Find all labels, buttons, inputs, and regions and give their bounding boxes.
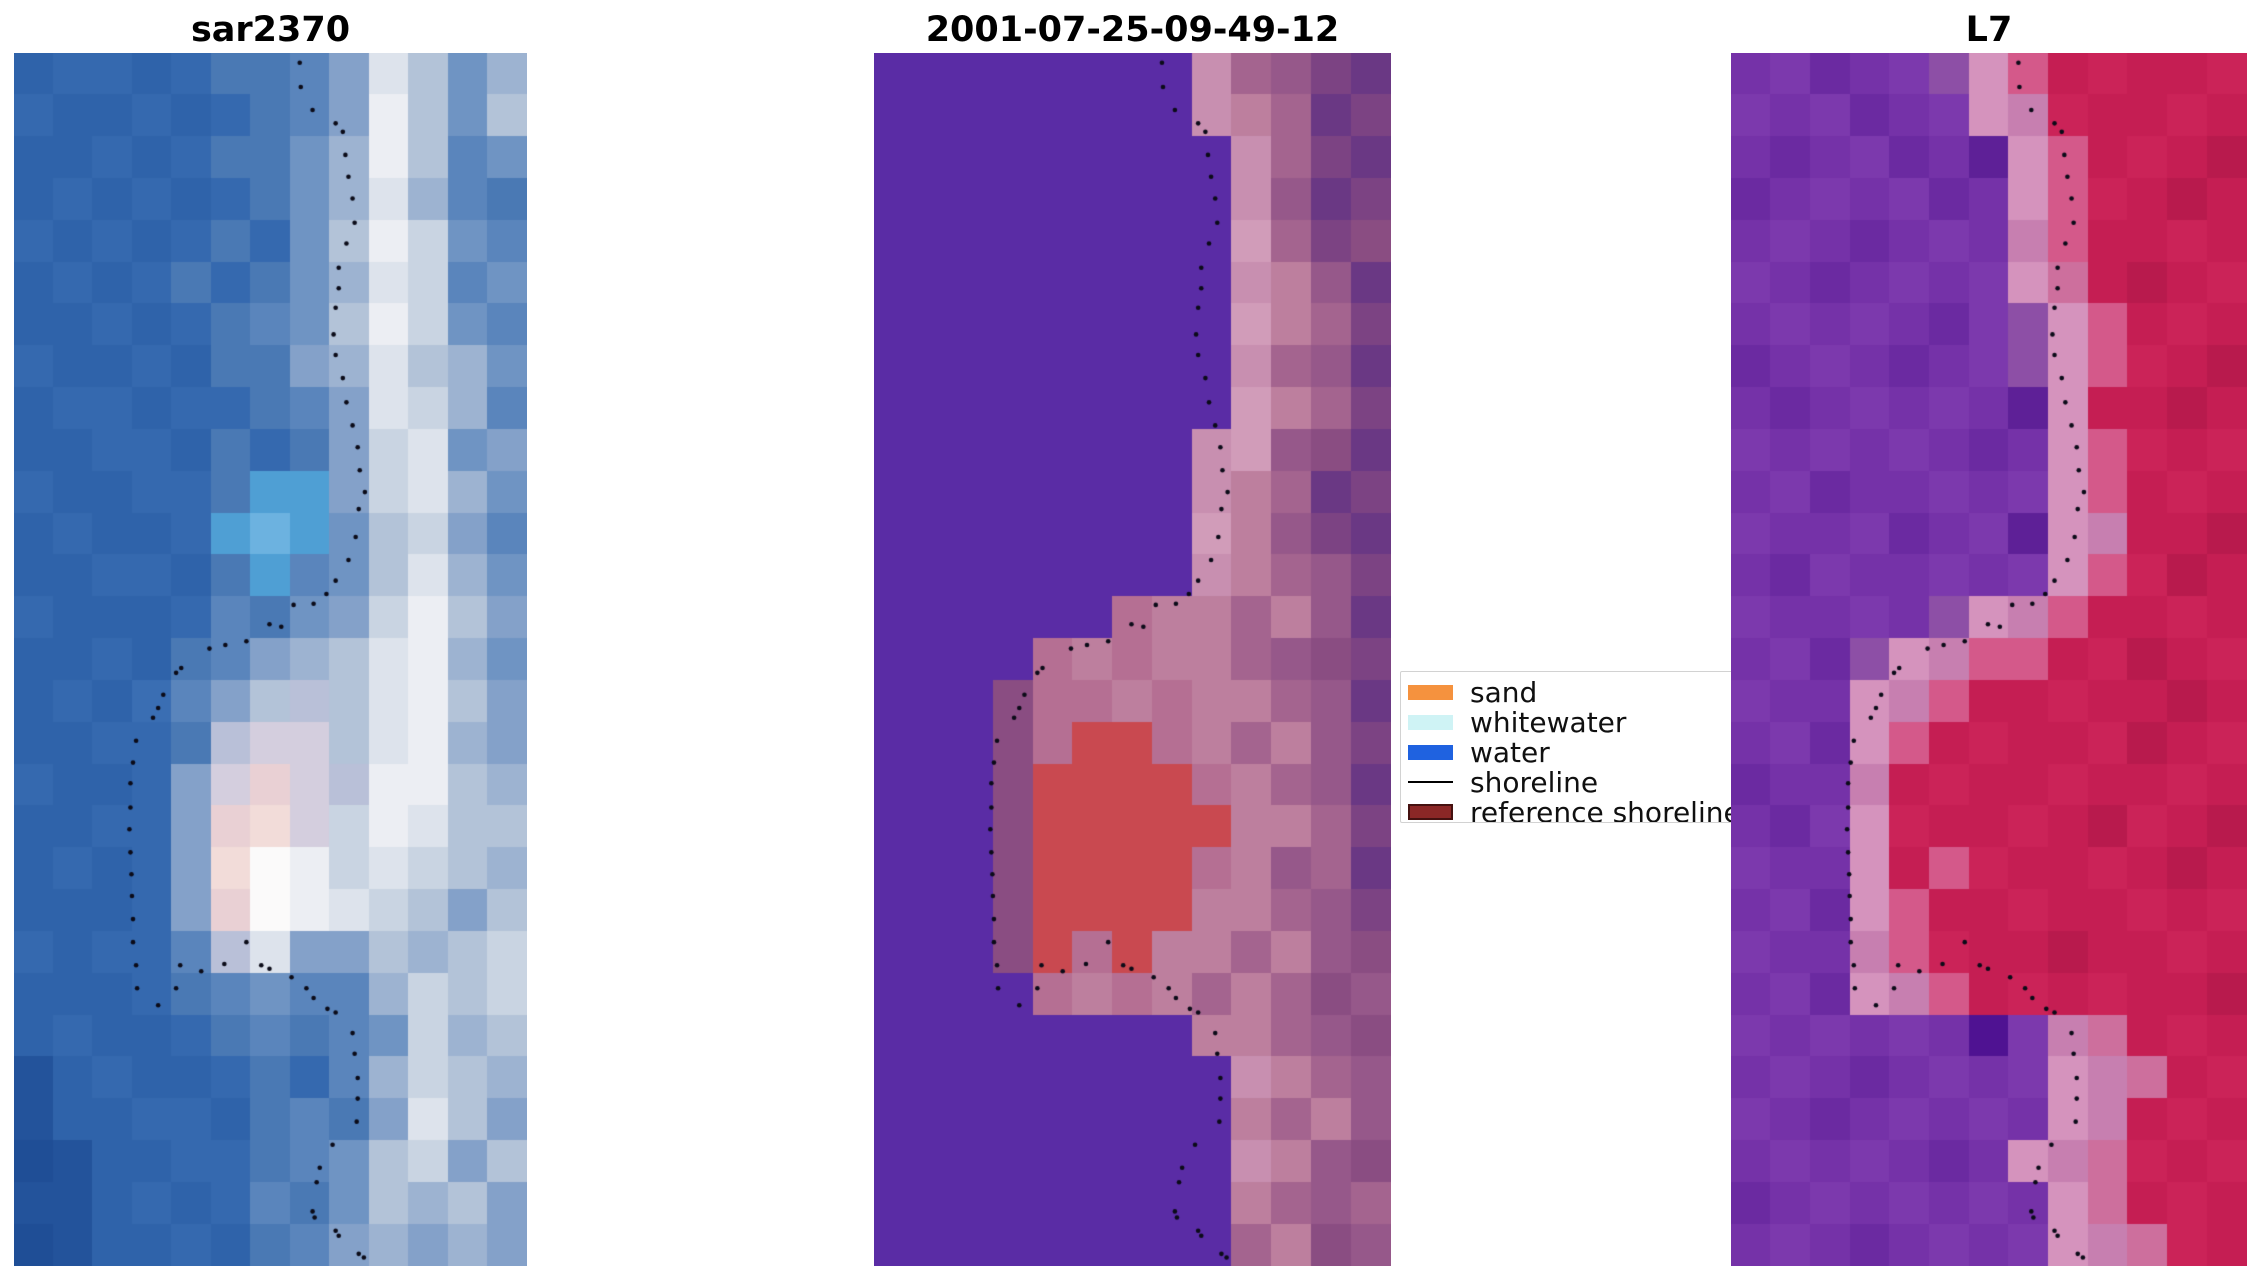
water-swatch-icon xyxy=(1408,744,1453,760)
sand-swatch-icon xyxy=(1408,684,1453,700)
legend-label-whitewater: whitewater xyxy=(1470,705,1627,739)
panel-l7 xyxy=(1731,53,2247,1266)
legend-item-sand: sand xyxy=(1408,675,1857,709)
panel-title-l7: L7 xyxy=(1965,10,2013,50)
panel-title-date: 2001-07-25-09-49-12 xyxy=(925,10,1340,50)
classified-raster-image xyxy=(874,53,1391,1266)
legend-item-shoreline: shoreline xyxy=(1408,765,1857,799)
legend-label-water: water xyxy=(1470,735,1550,769)
l7-raster-image xyxy=(1731,53,2247,1266)
panel-sar2370 xyxy=(14,53,527,1266)
legend-item-whitewater: whitewater xyxy=(1408,705,1857,739)
panel-title-sar2370: sar2370 xyxy=(190,10,351,50)
reference-buffer-swatch-icon xyxy=(1408,804,1453,820)
shoreline-line-icon xyxy=(1408,781,1453,783)
sar2370-raster-image xyxy=(14,53,527,1266)
whitewater-swatch-icon xyxy=(1408,714,1453,730)
legend-label-shoreline: shoreline xyxy=(1470,765,1599,799)
legend-item-water: water xyxy=(1408,735,1857,769)
legend-label-sand: sand xyxy=(1470,675,1538,709)
panel-classified-date xyxy=(874,53,1391,1266)
